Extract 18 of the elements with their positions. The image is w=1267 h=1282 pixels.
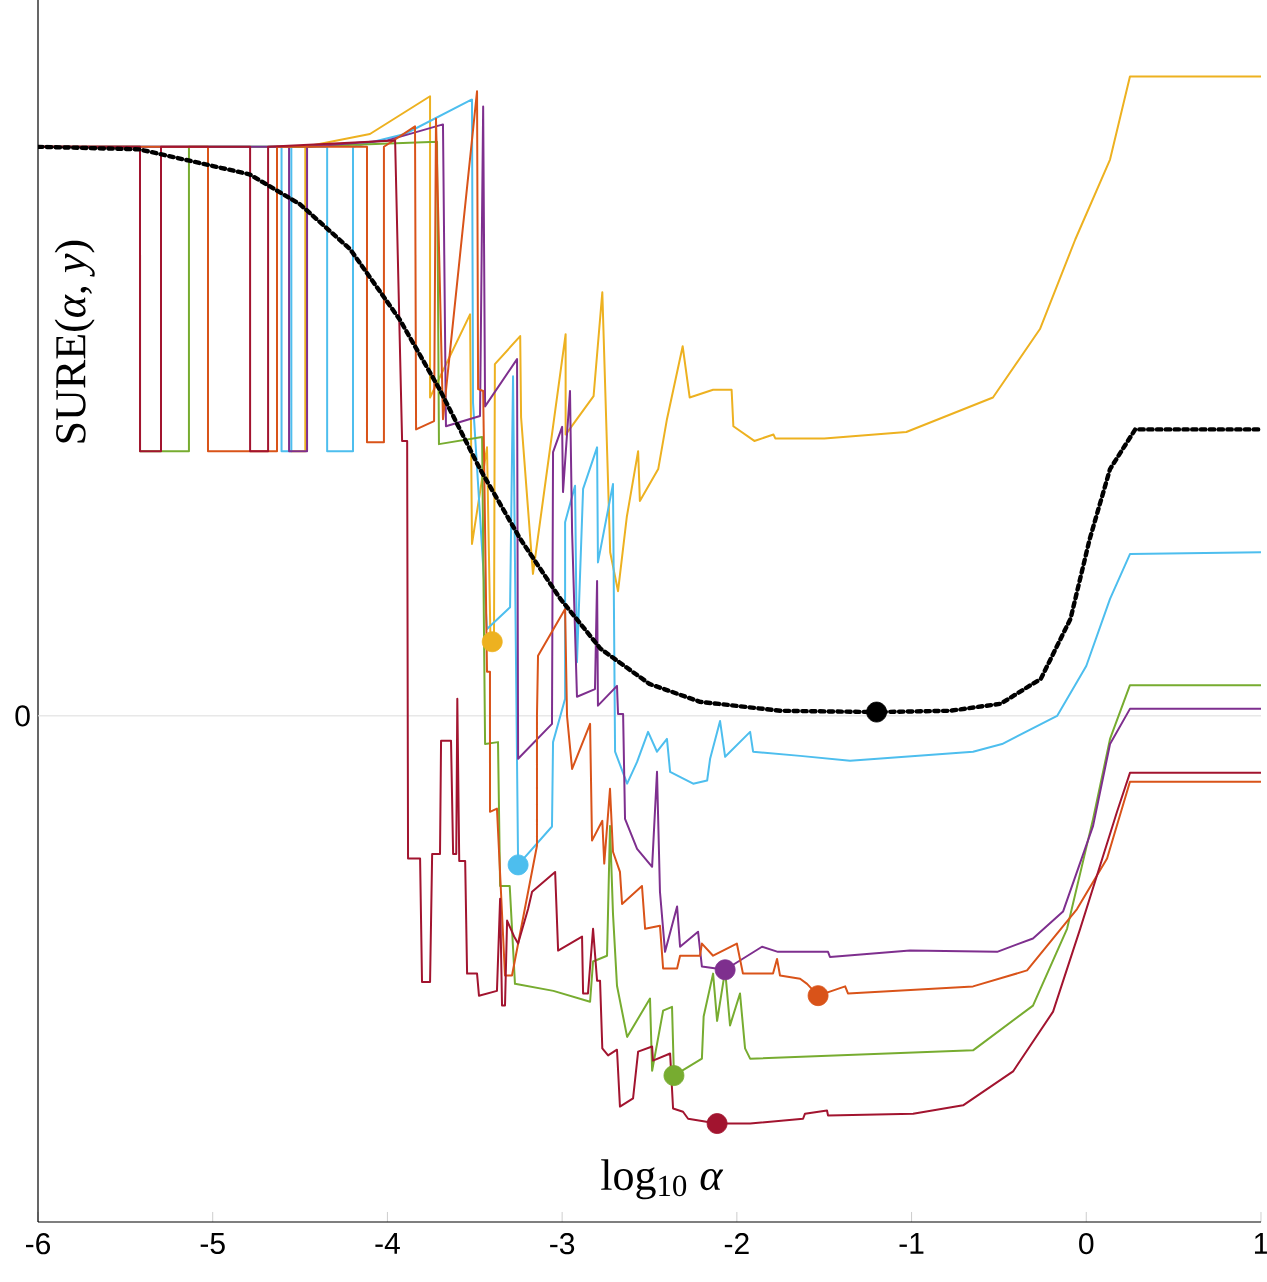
- x-tick-label: -4: [375, 1233, 400, 1254]
- x-tick-label: -2: [724, 1233, 749, 1255]
- point: [714, 959, 736, 981]
- ref-line-label: 0: [15, 705, 30, 727]
- x-tick-label: 1: [1254, 1233, 1267, 1254]
- point: [807, 985, 829, 1007]
- point: [481, 631, 503, 653]
- x-tick-label: -3: [550, 1233, 575, 1255]
- point: [706, 1113, 728, 1134]
- x-tick-label: 0: [1079, 1233, 1094, 1255]
- y-axis-title: SURE(α, y): [54, 240, 95, 443]
- x-tick-label: -5: [200, 1233, 225, 1254]
- x-tick-label: -1: [899, 1233, 924, 1254]
- x-axis-title: log$_{10}$ α: [601, 1159, 724, 1200]
- x-tick-label: -6: [25, 1233, 51, 1255]
- point: [507, 854, 529, 876]
- point: [663, 1065, 685, 1086]
- point: [866, 701, 888, 723]
